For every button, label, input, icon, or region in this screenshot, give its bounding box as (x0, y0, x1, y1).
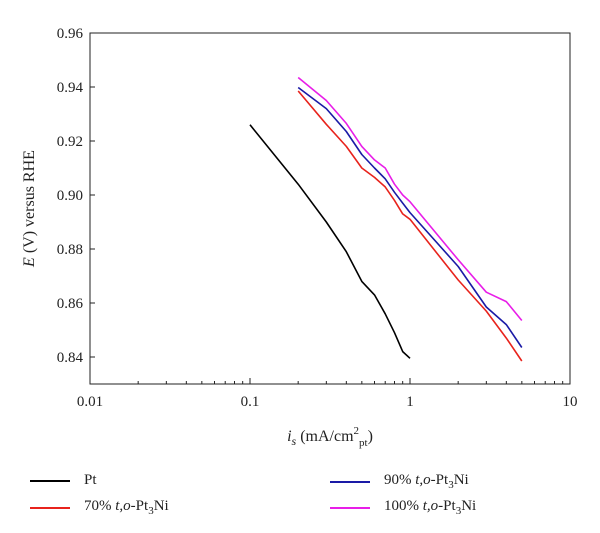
y-tick-label: 0.96 (57, 26, 84, 42)
legend-swatch (30, 506, 70, 509)
y-tick-label: 0.94 (57, 80, 84, 96)
legend-label: Pt (84, 472, 97, 488)
x-tick-label: 10 (563, 394, 578, 410)
plot-area-frame (89, 32, 571, 385)
legend-label: 70% t,o-Pt3Ni (84, 498, 169, 517)
series-line-90pct (297, 86, 523, 348)
series-line-100pct (297, 76, 523, 322)
series-layer (249, 76, 523, 362)
y-tick-label: 0.86 (57, 296, 84, 312)
legend-item: 70% t,o-Pt3Ni (30, 498, 169, 517)
y-tick-label: 0.84 (57, 350, 84, 366)
legend-label: 100% t,o-Pt3Ni (384, 498, 477, 517)
legend-label: 90% t,o-Pt3Ni (384, 472, 469, 491)
chart-svg: 0.840.860.880.900.920.940.96 0.01 0.1 1 10 … (21, 26, 578, 449)
x-axis-title: is (mA/cm2pt) (287, 425, 373, 449)
x-tick-label: 1 (406, 394, 414, 410)
legend-swatch (330, 480, 370, 483)
y-tick-label: 0.92 (57, 134, 83, 150)
x-axis: 0.01 0.1 1 10 (77, 378, 578, 410)
legend-swatch (30, 479, 70, 482)
y-axis: 0.84 0.86 0.88 0.90 0.92 0.94 0.96 (57, 26, 95, 366)
series-line-70pct (297, 90, 523, 362)
y-tick-label: 0.88 (57, 242, 83, 258)
legend-swatch (330, 506, 370, 509)
legend-item: 100% t,o-Pt3Ni (330, 498, 476, 517)
x-tick-label: 0.01 (77, 394, 103, 410)
y-tick-label: 0.90 (57, 188, 83, 204)
legend: Pt 90% t,o-Pt3Ni 70% t,o-Pt3Ni 100% t,o-Pt3… (0, 460, 600, 530)
series-line-pt (249, 124, 411, 359)
legend-item: 90% t,o-Pt3Ni (330, 472, 469, 491)
legend-item: Pt (30, 472, 97, 489)
y-axis-title: E (V) versus RHE (21, 150, 38, 268)
x-tick-label: 0.1 (241, 394, 260, 410)
